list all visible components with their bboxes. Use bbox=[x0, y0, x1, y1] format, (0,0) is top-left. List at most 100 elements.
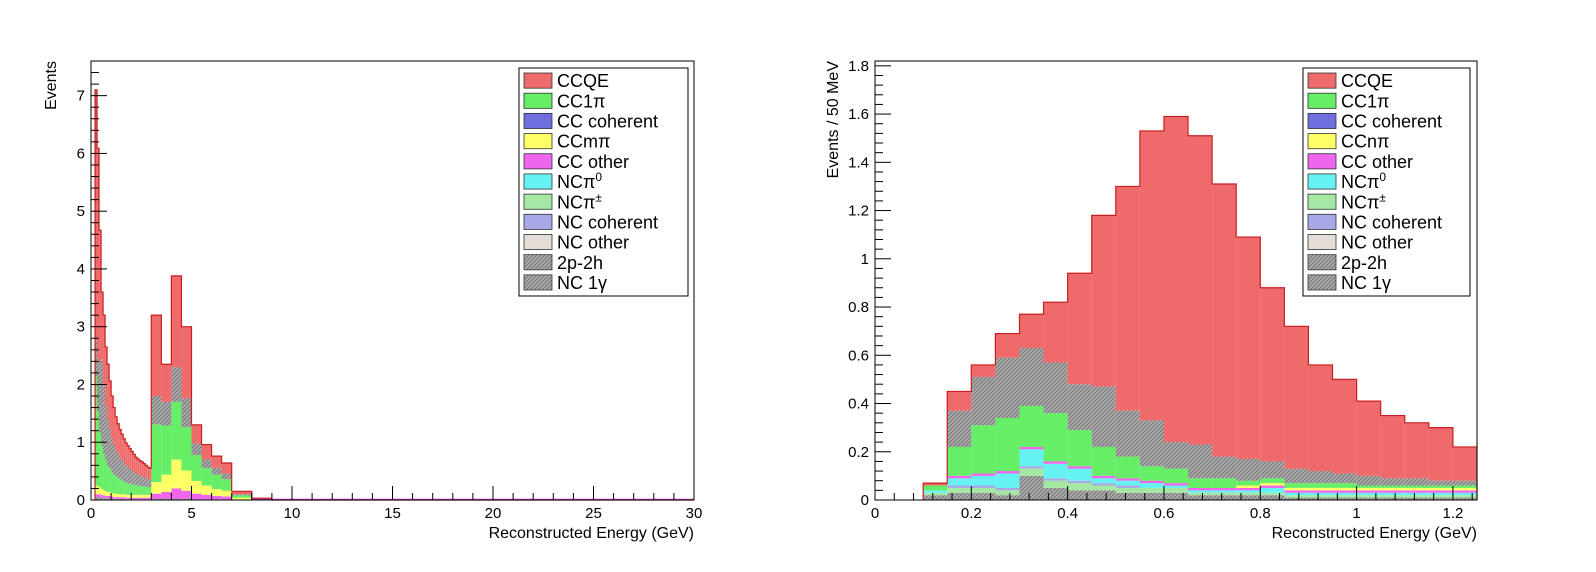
x-tick-label: 1 bbox=[1352, 505, 1360, 522]
legend-label: CC other bbox=[557, 152, 629, 172]
bar-ncpi0-13 bbox=[1236, 490, 1261, 493]
bar-cc1pi-10 bbox=[115, 476, 118, 494]
legend-label: CCnπ bbox=[1341, 132, 1389, 152]
bar-ncpi0-5 bbox=[1043, 463, 1068, 479]
bar-ccqe-21 bbox=[1428, 427, 1453, 481]
bar-cc1pi-18 bbox=[1356, 485, 1381, 488]
bar-ncpi0-16 bbox=[1308, 492, 1333, 496]
bar-nc-coherent-6 bbox=[1067, 480, 1092, 484]
bar-hatch-12 bbox=[119, 457, 122, 480]
y-tick-label: 7 bbox=[77, 88, 85, 105]
bar-cc1pi-19 bbox=[133, 484, 136, 495]
bar-ccmpi-20 bbox=[135, 494, 138, 498]
bar-ncpipm-1 bbox=[947, 487, 972, 493]
y-tick-label: 0.2 bbox=[848, 444, 869, 461]
bar-cc-other-2 bbox=[99, 494, 102, 498]
bar-cc1pi-24 bbox=[143, 486, 146, 495]
x-tick-label: 30 bbox=[686, 505, 703, 522]
bar-ccqe-0 bbox=[923, 483, 948, 486]
bar-ccqe-5 bbox=[1043, 302, 1068, 363]
bar-ccmpi-30 bbox=[171, 459, 182, 489]
bar-ccmpi-15 bbox=[125, 494, 128, 498]
bar-ccmpi-16 bbox=[127, 494, 130, 498]
bar-cc1pi-20 bbox=[135, 485, 138, 495]
legend-label: NC coherent bbox=[557, 212, 658, 232]
bar-ccmpi-21 bbox=[137, 494, 140, 498]
bar-hatch-24 bbox=[143, 477, 146, 487]
bar-cc-other-4 bbox=[1019, 446, 1044, 450]
legend-swatch bbox=[523, 72, 553, 89]
bar-ncpipm-6 bbox=[1067, 483, 1092, 491]
bar-cc1pi-14 bbox=[123, 481, 126, 495]
left-chart-panel: 0 5 10 15 20 25 30 0 1 2 3 4 5 6 7 Reconstructed Energy… bbox=[43, 60, 703, 542]
bar-cc1pi-5 bbox=[1043, 413, 1068, 462]
bar-cc1pi-9 bbox=[1139, 466, 1164, 481]
bar-ncpi0-11 bbox=[1188, 490, 1213, 493]
y-tick-label: 1.6 bbox=[848, 106, 869, 123]
bar-ccmpi-17 bbox=[1332, 487, 1357, 491]
bar-ccmpi-24 bbox=[143, 494, 146, 498]
bar-ccmpi-12 bbox=[119, 494, 122, 498]
bar-hatch-21 bbox=[1428, 497, 1453, 500]
bar-cc1pi-10 bbox=[1163, 468, 1189, 484]
bar-cc-other-32 bbox=[191, 493, 202, 500]
bar-ccmpi-20 bbox=[1404, 487, 1429, 491]
right-chart-panel: 0 0.2 0.4 0.6 0.8 1 1.2 0 0.2 0.4 0.6 0.8 1 1.2 1.4 1.6… bbox=[825, 58, 1478, 542]
bar-cc-other-20 bbox=[1404, 490, 1429, 493]
bar-hatch-12 bbox=[1212, 495, 1237, 500]
bar-cc-other-12 bbox=[119, 497, 122, 499]
bar-hatch-21 bbox=[137, 474, 140, 486]
bar-hatch-7 bbox=[109, 428, 112, 469]
bar-cc1pi-11 bbox=[117, 478, 120, 495]
legend-swatch bbox=[523, 213, 553, 230]
bar-hatch-17 bbox=[1332, 497, 1357, 500]
bar-cc-other-16 bbox=[1308, 490, 1333, 493]
bar-cc1pi-14 bbox=[1260, 478, 1285, 484]
legend-label: CC1π bbox=[1341, 91, 1389, 111]
bar-cc1pi-19 bbox=[1380, 485, 1405, 488]
bar-cc1pi-26 bbox=[147, 487, 150, 495]
bar-ccmpi-9 bbox=[113, 493, 116, 498]
bar-ncpi0-9 bbox=[1139, 483, 1164, 488]
bar-ncpi0-1 bbox=[947, 478, 972, 486]
bar-hatch-10 bbox=[115, 449, 118, 477]
total-outline bbox=[94, 89, 694, 501]
bar-hatch-5 bbox=[1043, 487, 1068, 500]
legend-swatch bbox=[1307, 72, 1337, 89]
bar-hatch-17 bbox=[129, 468, 132, 484]
bar-ccmpi-7 bbox=[109, 491, 112, 496]
x-tick-label: 0 bbox=[871, 505, 879, 522]
legend-swatch bbox=[523, 133, 553, 150]
bar-nc-coherent-4 bbox=[1019, 466, 1044, 469]
bar-ccmpi-5 bbox=[105, 491, 108, 496]
bar-ccqe-33 bbox=[201, 444, 212, 460]
bar-nc-coherent-5 bbox=[1043, 478, 1068, 481]
bar-hatch-4 bbox=[103, 497, 106, 500]
legend-swatch bbox=[1307, 92, 1337, 109]
bar-cc1pi-29 bbox=[161, 425, 172, 475]
bar-ccmpi-22 bbox=[139, 494, 142, 498]
legend-swatch bbox=[1307, 173, 1337, 190]
legend-swatch bbox=[1307, 133, 1337, 150]
bar-cc1pi-2 bbox=[99, 432, 102, 488]
bar-cc-other-22 bbox=[139, 497, 142, 500]
x-tick-label: 25 bbox=[585, 505, 602, 522]
y-tick-label: 3 bbox=[77, 319, 85, 336]
bar-cc-other-4 bbox=[103, 495, 106, 498]
bar-ccqe-27 bbox=[149, 468, 152, 480]
bar-ncpi0-17 bbox=[1332, 492, 1357, 496]
bar-hatch-11 bbox=[117, 453, 120, 479]
bar-ccmpi-26 bbox=[147, 494, 150, 498]
bar-cc-other-27 bbox=[149, 497, 152, 500]
bar-cc-other-5 bbox=[1043, 461, 1068, 464]
bar-ncpipm-4 bbox=[1019, 468, 1044, 476]
legend-swatch bbox=[523, 153, 553, 170]
bar-hatch-15 bbox=[1284, 468, 1309, 484]
bar-hatch-9 bbox=[1139, 420, 1164, 467]
bar-hatch-29 bbox=[161, 401, 172, 426]
bar-cc1pi-28 bbox=[151, 424, 162, 483]
bar-hatch-8 bbox=[1115, 410, 1140, 457]
bar-cc1pi-11 bbox=[1188, 478, 1213, 488]
bar-ncpi0-21 bbox=[1428, 492, 1453, 496]
bar-ccqe-9 bbox=[1139, 130, 1164, 421]
